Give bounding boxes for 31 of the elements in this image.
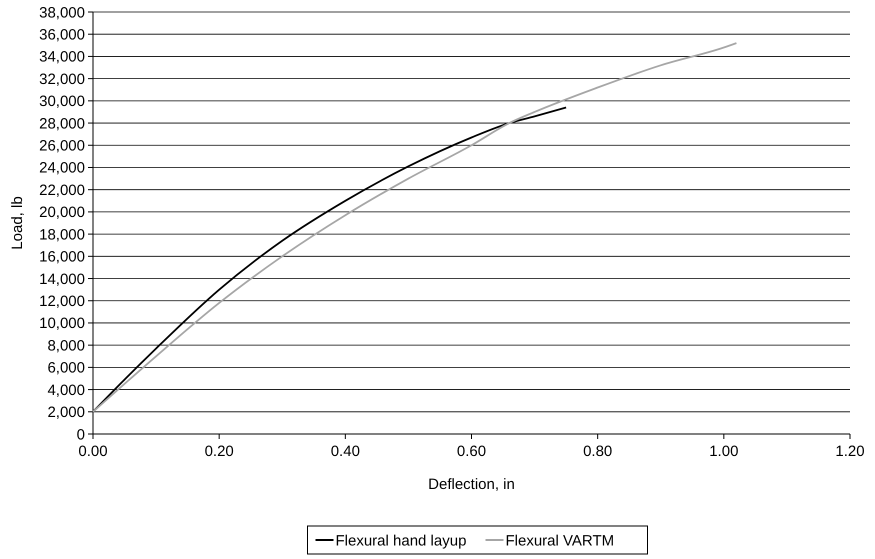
x-tick-label: 1.20 bbox=[835, 443, 865, 460]
x-axis-title: Deflection, in bbox=[428, 476, 515, 493]
y-tick-label: 8,000 bbox=[47, 337, 85, 354]
y-tick-label: 0 bbox=[76, 426, 85, 444]
y-tick-label: 18,000 bbox=[39, 226, 85, 244]
y-tick-label: 6,000 bbox=[47, 360, 85, 377]
y-tick-label: 28,000 bbox=[39, 115, 85, 132]
y-tick-label: 36,000 bbox=[39, 26, 85, 44]
x-tick-label: 1.00 bbox=[709, 443, 738, 460]
x-tick-label: 0.40 bbox=[330, 443, 360, 460]
legend-label: Flexural VARTM bbox=[506, 532, 614, 550]
y-tick-label: 4,000 bbox=[47, 382, 85, 399]
y-tick-label: 12,000 bbox=[39, 292, 85, 310]
y-tick-label: 2,000 bbox=[47, 404, 85, 422]
x-tick-label: 0.80 bbox=[583, 443, 612, 460]
y-tick-label: 32,000 bbox=[39, 70, 85, 88]
x-tick-label: 0.60 bbox=[456, 443, 486, 460]
y-tick-label: 34,000 bbox=[39, 48, 85, 66]
y-tick-label: 38,000 bbox=[39, 4, 85, 22]
y-tick-label: 26,000 bbox=[39, 138, 85, 155]
y-tick-label: 14,000 bbox=[39, 270, 85, 288]
y-tick-label: 16,000 bbox=[39, 248, 85, 266]
y-tick-label: 24,000 bbox=[39, 160, 85, 177]
legend-label: Flexural hand layup bbox=[336, 532, 466, 550]
y-tick-label: 30,000 bbox=[39, 93, 85, 110]
x-tick-label: 0.20 bbox=[204, 443, 234, 460]
y-axis-title: Load, lb bbox=[9, 196, 26, 250]
y-tick-label: 22,000 bbox=[39, 182, 85, 199]
x-tick-label: 0.00 bbox=[78, 443, 108, 460]
y-tick-label: 10,000 bbox=[39, 315, 85, 332]
y-tick-label: 20,000 bbox=[39, 204, 85, 222]
